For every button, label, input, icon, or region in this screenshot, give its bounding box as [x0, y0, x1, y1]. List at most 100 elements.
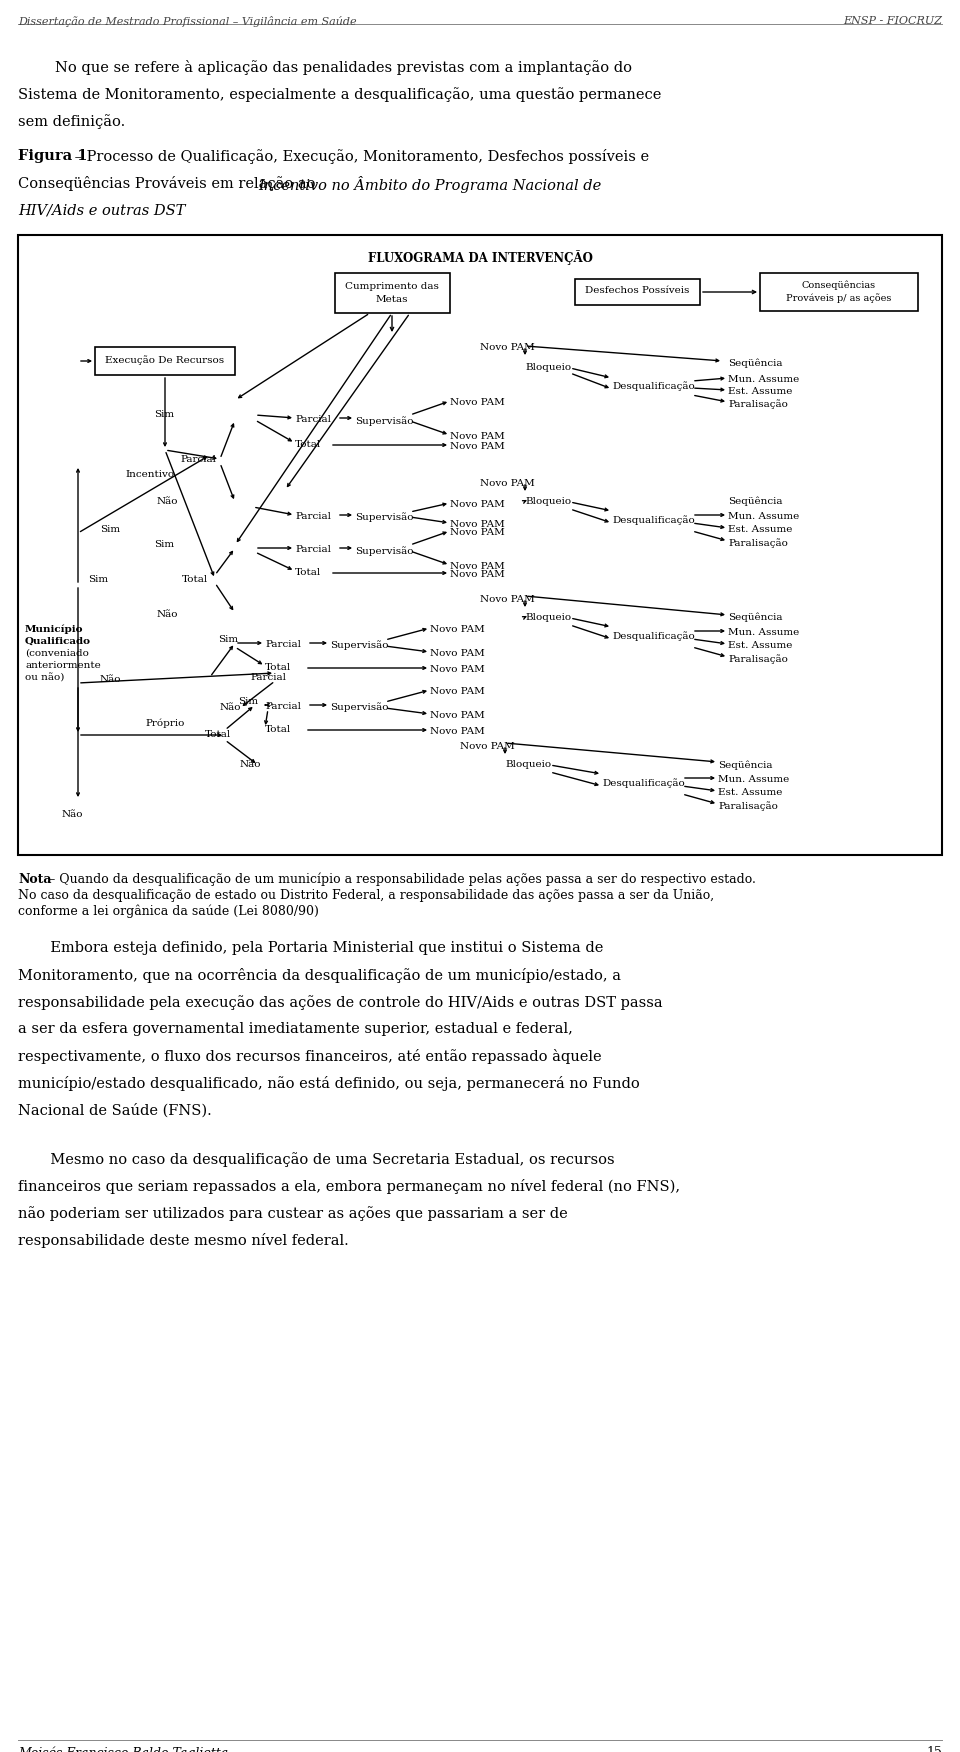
Text: Est. Assume: Est. Assume: [718, 788, 782, 797]
Text: a ser da esfera governamental imediatamente superior, estadual e federal,: a ser da esfera governamental imediatame…: [18, 1021, 573, 1035]
Text: Paralisação: Paralisação: [728, 653, 788, 664]
Text: Sim: Sim: [88, 575, 108, 583]
Text: Est. Assume: Est. Assume: [728, 526, 792, 534]
Text: Bloqueio: Bloqueio: [525, 498, 571, 506]
Text: Bloqueio: Bloqueio: [525, 613, 571, 622]
Text: Supervisão: Supervisão: [355, 415, 414, 426]
Text: Não: Não: [62, 809, 84, 818]
Text: Nacional de Saúde (FNS).: Nacional de Saúde (FNS).: [18, 1104, 212, 1118]
Text: Sim: Sim: [218, 634, 238, 645]
Text: Desqualificação: Desqualificação: [612, 380, 695, 391]
Text: Sim: Sim: [238, 697, 258, 706]
Text: conforme a lei orgânica da saúde (Lei 8080/90): conforme a lei orgânica da saúde (Lei 80…: [18, 906, 319, 918]
Text: Total: Total: [295, 440, 322, 449]
Text: Parcial: Parcial: [265, 639, 301, 648]
Text: Conseqüências Prováveis em relação ao: Conseqüências Prováveis em relação ao: [18, 175, 320, 191]
Text: Monitoramento, que na ocorrência da desqualificação de um município/estado, a: Monitoramento, que na ocorrência da desq…: [18, 969, 621, 983]
Bar: [335, 273, 450, 314]
Text: Novo PAM: Novo PAM: [430, 727, 485, 736]
Bar: [760, 273, 918, 312]
Text: Novo PAM: Novo PAM: [450, 520, 505, 529]
Text: Seqüência: Seqüência: [728, 498, 782, 506]
Text: Novo PAM: Novo PAM: [430, 648, 485, 659]
Text: Seqüência: Seqüência: [728, 357, 782, 368]
Text: Desqualificação: Desqualificação: [612, 631, 695, 641]
Text: não poderiam ser utilizados para custear as ações que passariam a ser de: não poderiam ser utilizados para custear…: [18, 1205, 567, 1221]
Text: Supervisão: Supervisão: [355, 547, 414, 555]
Text: financeiros que seriam repassados a ela, embora permaneçam no nível federal (no : financeiros que seriam repassados a ela,…: [18, 1179, 680, 1195]
Text: Paralisação: Paralisação: [728, 399, 788, 408]
Text: Prováveis p/ as ações: Prováveis p/ as ações: [786, 293, 892, 303]
Text: Incentivo no Âmbito do Programa Nacional de: Incentivo no Âmbito do Programa Nacional…: [258, 175, 601, 193]
Text: Total: Total: [265, 725, 291, 734]
Text: Parcial: Parcial: [295, 512, 331, 520]
Bar: [575, 279, 700, 305]
Text: Parcial: Parcial: [295, 415, 331, 424]
Text: Parcial: Parcial: [265, 703, 301, 711]
Text: Município: Município: [25, 625, 84, 634]
Text: Não: Não: [240, 760, 261, 769]
Text: Sistema de Monitoramento, especialmente a desqualificação, uma questão permanece: Sistema de Monitoramento, especialmente …: [18, 88, 661, 102]
Text: Desqualificação: Desqualificação: [602, 778, 684, 788]
Text: Sim: Sim: [100, 526, 120, 534]
Text: ENSP - FIOCRUZ: ENSP - FIOCRUZ: [843, 16, 942, 26]
Text: Novo PAM: Novo PAM: [450, 527, 505, 538]
Text: Novo PAM: Novo PAM: [450, 442, 505, 450]
Text: Est. Assume: Est. Assume: [728, 387, 792, 396]
Text: Paralisação: Paralisação: [728, 538, 788, 548]
Text: Não: Não: [157, 498, 179, 506]
Text: Novo PAM: Novo PAM: [450, 562, 505, 571]
Text: sem definição.: sem definição.: [18, 114, 125, 130]
Text: Bloqueio: Bloqueio: [505, 760, 551, 769]
Text: anteriormente: anteriormente: [25, 661, 101, 669]
Text: Novo PAM: Novo PAM: [460, 743, 515, 752]
Text: Dissertação de Mestrado Profissional – Vigilância em Saúde: Dissertação de Mestrado Profissional – V…: [18, 16, 356, 26]
Text: Desqualificação: Desqualificação: [612, 515, 695, 526]
Text: Total: Total: [182, 575, 208, 583]
Text: Supervisão: Supervisão: [355, 512, 414, 522]
Text: respectivamente, o fluxo dos recursos financeiros, até então repassado àquele: respectivamente, o fluxo dos recursos fi…: [18, 1049, 602, 1063]
Text: Parcial: Parcial: [180, 456, 216, 464]
Text: – Quando da desqualificação de um município a responsabilidade pelas ações passa: – Quando da desqualificação de um municí…: [45, 872, 756, 887]
Text: Novo PAM: Novo PAM: [430, 666, 485, 675]
Text: 15: 15: [926, 1747, 942, 1752]
Bar: [95, 347, 235, 375]
Text: – Processo de Qualificação, Execução, Monitoramento, Desfechos possíveis e: – Processo de Qualificação, Execução, Mo…: [70, 149, 649, 165]
Bar: [18, 235, 942, 855]
Text: Figura 1: Figura 1: [18, 149, 87, 163]
Text: Total: Total: [265, 662, 291, 673]
Text: Novo PAM: Novo PAM: [480, 596, 535, 604]
Text: Incentivo: Incentivo: [125, 470, 174, 478]
Text: No que se refere à aplicação das penalidades previstas com a implantação do: No que se refere à aplicação das penalid…: [55, 60, 632, 75]
Text: município/estado desqualificado, não está definido, ou seja, permanecerá no Fund: município/estado desqualificado, não est…: [18, 1076, 639, 1091]
Text: Est. Assume: Est. Assume: [728, 641, 792, 650]
Text: Seqüência: Seqüência: [718, 760, 773, 769]
Text: Novo PAM: Novo PAM: [450, 433, 505, 442]
Text: FLUXOGRAMA DA INTERVENÇÃO: FLUXOGRAMA DA INTERVENÇÃO: [368, 251, 592, 265]
Text: Próprio: Próprio: [145, 718, 184, 727]
Text: Supervisão: Supervisão: [330, 703, 389, 711]
Text: Supervisão: Supervisão: [330, 639, 389, 650]
Text: Não: Não: [157, 610, 179, 618]
Text: (conveniado: (conveniado: [25, 648, 89, 659]
Text: Bloqueio: Bloqueio: [525, 363, 571, 371]
Text: ou não): ou não): [25, 673, 64, 682]
Text: Sim: Sim: [154, 410, 174, 419]
Text: Total: Total: [205, 731, 231, 739]
Text: Total: Total: [295, 568, 322, 576]
Text: Mun. Assume: Mun. Assume: [728, 375, 800, 384]
Text: Metas: Metas: [375, 294, 408, 305]
Text: Novo PAM: Novo PAM: [430, 625, 485, 634]
Text: Qualificado: Qualificado: [25, 638, 91, 646]
Text: Novo PAM: Novo PAM: [450, 398, 505, 406]
Text: Mun. Assume: Mun. Assume: [728, 512, 800, 520]
Text: Novo PAM: Novo PAM: [430, 711, 485, 720]
Text: Seqüência: Seqüência: [728, 613, 782, 622]
Text: Nota: Nota: [18, 872, 52, 887]
Text: HIV/Aids e outras DST: HIV/Aids e outras DST: [18, 203, 185, 217]
Text: Embora esteja definido, pela Portaria Ministerial que institui o Sistema de: Embora esteja definido, pela Portaria Mi…: [18, 941, 604, 955]
Text: Desfechos Possíveis: Desfechos Possíveis: [585, 286, 689, 294]
Text: Parcial: Parcial: [295, 545, 331, 554]
Text: Mun. Assume: Mun. Assume: [718, 774, 789, 783]
Text: Moisés Francisco Baldo Taglietta: Moisés Francisco Baldo Taglietta: [18, 1747, 228, 1752]
